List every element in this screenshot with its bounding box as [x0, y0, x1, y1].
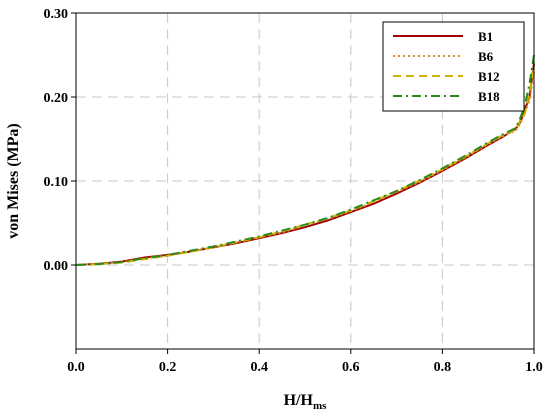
- axis-ticks: [71, 12, 535, 354]
- legend-label-b1: B1: [478, 29, 493, 44]
- x-tick-label: 0.2: [159, 360, 177, 375]
- x-tick-labels: 0.0 0.2 0.4 0.6 0.8 1.0: [67, 360, 543, 375]
- x-tick-label: 0.4: [250, 360, 268, 375]
- series-lines: [75, 54, 535, 266]
- x-tick-label: 0.6: [342, 360, 360, 375]
- y-tick-labels: 0.00 0.10 0.20 0.30: [44, 7, 69, 274]
- y-tick-label: 0.30: [44, 7, 69, 22]
- legend: B1 B6 B12 B18: [382, 21, 525, 112]
- x-tick-label: 0.0: [67, 360, 85, 375]
- legend-label-b18: B18: [478, 89, 500, 104]
- x-axis-title-main: H/H: [284, 392, 314, 409]
- y-tick-label: 0.10: [44, 175, 69, 190]
- legend-label-b6: B6: [478, 49, 494, 64]
- x-axis-title: H/Hms: [284, 392, 328, 412]
- y-tick-label: 0.00: [44, 259, 69, 274]
- x-tick-label: 1.0: [525, 360, 543, 375]
- y-axis-title: von Mises (MPa): [5, 123, 22, 239]
- x-axis-title-subscript: ms: [313, 400, 327, 412]
- legend-label-b12: B12: [478, 69, 500, 84]
- x-tick-label: 0.8: [434, 360, 452, 375]
- y-tick-label: 0.20: [44, 91, 69, 106]
- series-line-b12: [75, 67, 535, 266]
